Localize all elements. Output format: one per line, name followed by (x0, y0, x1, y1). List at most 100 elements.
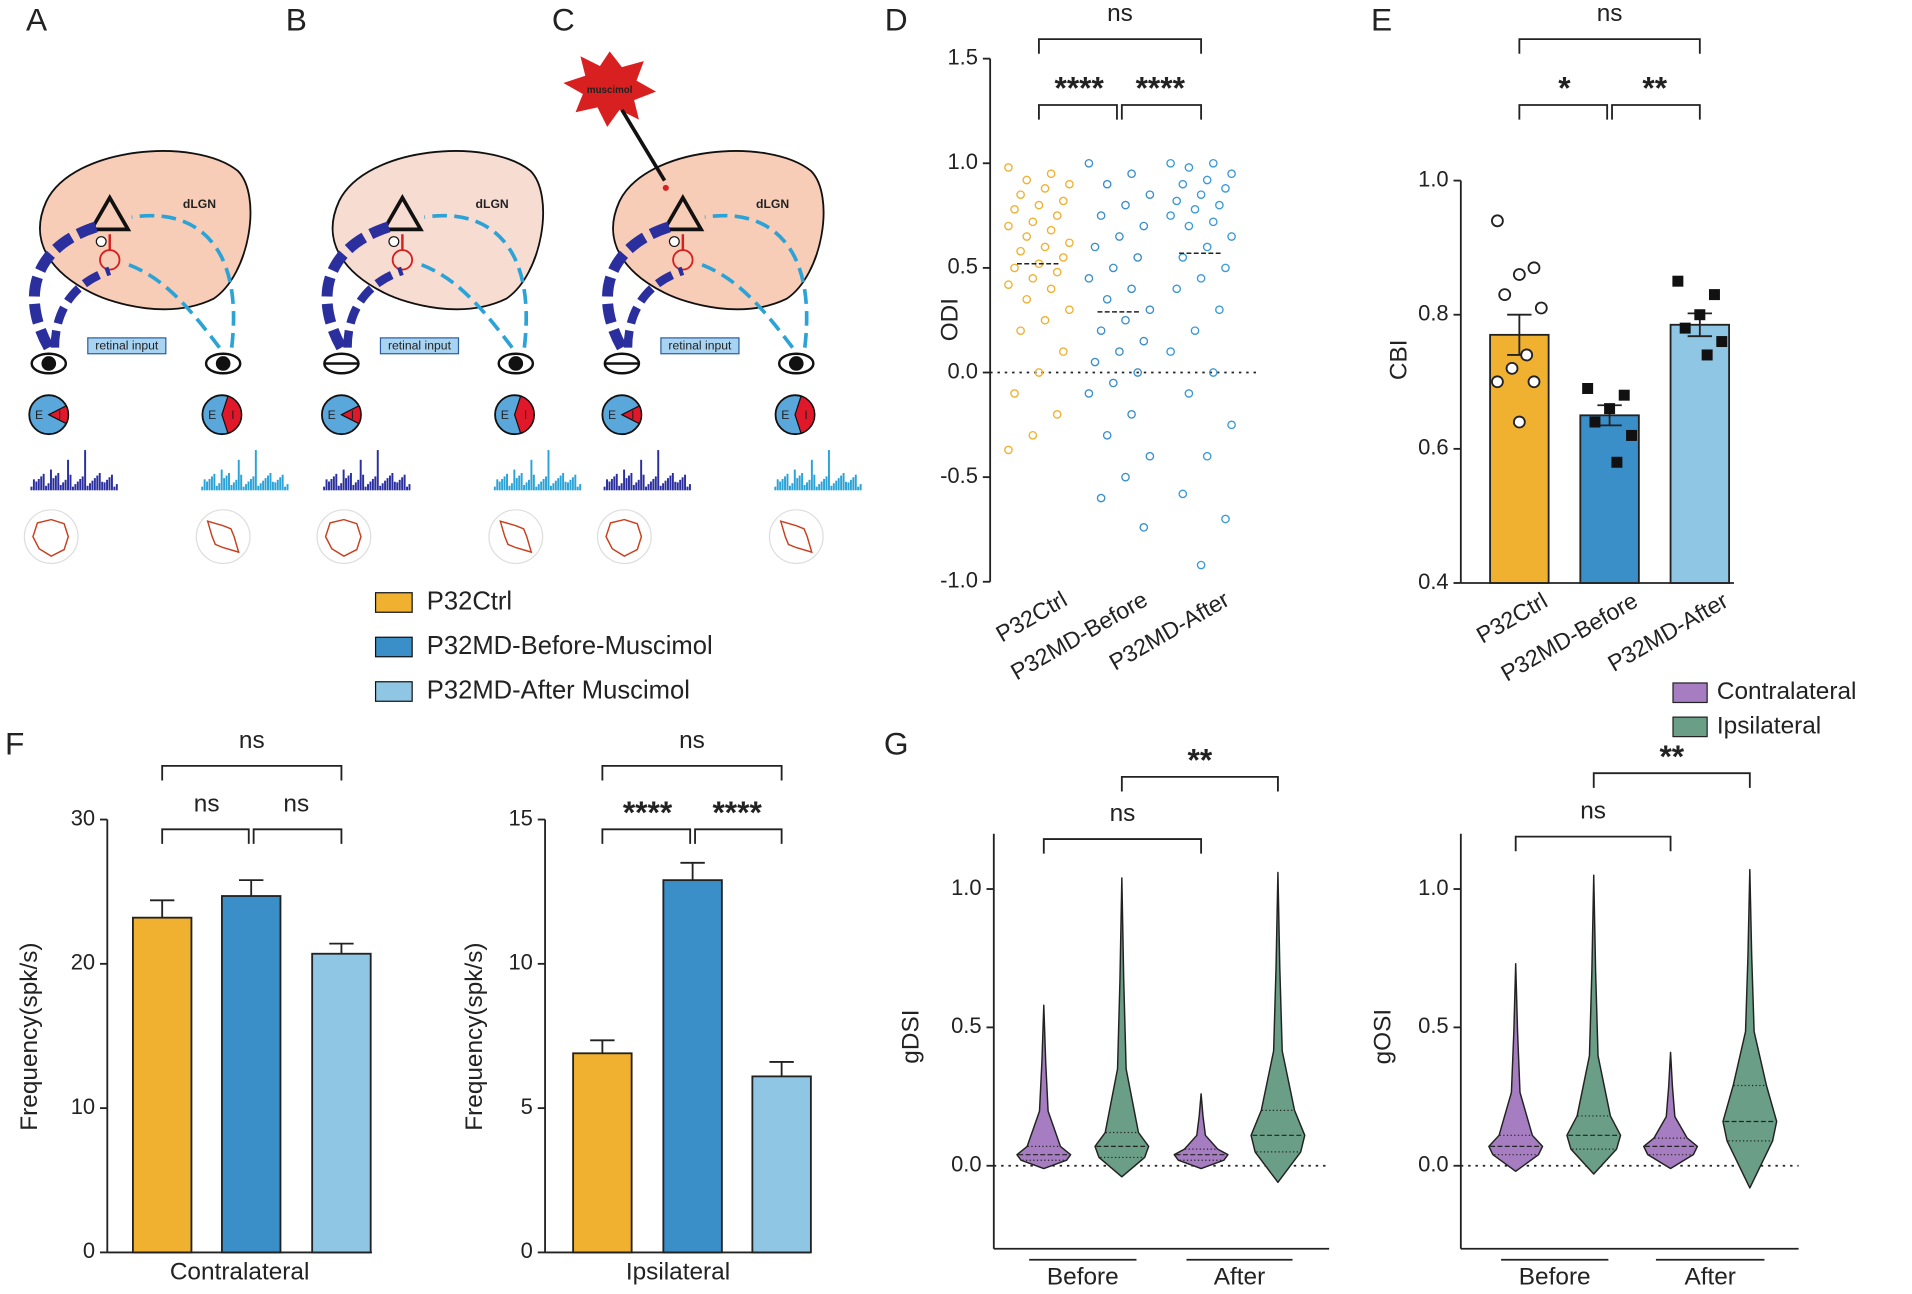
violin (1722, 868, 1778, 1189)
psth-bar (106, 479, 109, 491)
psth-bar (559, 475, 562, 491)
input-label: retinal input (95, 339, 159, 353)
data-point (1196, 274, 1206, 283)
psth-bar (281, 474, 284, 491)
psth-bar (91, 480, 94, 491)
psth-bar (32, 479, 35, 491)
significance-bracket (601, 764, 783, 781)
psth-bar (523, 484, 526, 491)
data-point (1046, 284, 1056, 294)
y-tick-label: 0.0 (1418, 1152, 1449, 1177)
y-tick-label: 5 (521, 1094, 533, 1119)
psth-bar (840, 475, 843, 491)
data-point (1040, 315, 1050, 325)
legend-swatch (374, 636, 413, 658)
panel-letter: E (1371, 1, 1392, 37)
y-tick-label: 0.5 (951, 1013, 982, 1038)
significance-bracket (1518, 104, 1609, 120)
data-point (1227, 420, 1236, 430)
psth-bar (218, 483, 221, 491)
psth-bar (810, 459, 813, 491)
psth-bar (525, 482, 528, 491)
psth-bar (79, 478, 82, 491)
psth-bar (393, 481, 396, 491)
significance-bracket (1611, 104, 1701, 120)
data-point (1139, 221, 1149, 231)
y-tick-label: -1.0 (940, 568, 978, 593)
psth-bar (110, 474, 113, 491)
psth-bar (279, 477, 282, 491)
data-point (1127, 169, 1136, 179)
significance-label: ns (194, 790, 220, 817)
y-tick-label: 1.0 (947, 149, 978, 174)
y-tick-label: 0 (521, 1238, 533, 1263)
ei-slice (620, 405, 642, 425)
data-point (1190, 204, 1200, 214)
psth-bar (510, 483, 513, 491)
data-point (1184, 163, 1194, 172)
psth-bar (632, 484, 635, 491)
drug-star (563, 51, 657, 127)
pupil (215, 356, 231, 371)
psth-bar (779, 481, 782, 491)
ei-slice (513, 395, 535, 435)
psth-bar (203, 479, 206, 491)
psth-bar (854, 474, 857, 491)
data-point (1208, 158, 1218, 168)
psth-bar (386, 478, 389, 491)
pupil (41, 356, 57, 371)
data-point (1127, 284, 1136, 294)
psth-bar (98, 472, 101, 491)
psth-bar (835, 480, 838, 491)
significance-bracket (1592, 772, 1751, 788)
polar-grid (768, 509, 824, 565)
data-point (1139, 336, 1149, 346)
data-point (1498, 288, 1512, 301)
panel-letter: F (5, 726, 24, 762)
data-point (1108, 263, 1118, 273)
dlgn-region (331, 150, 544, 311)
e-label: E (781, 408, 789, 422)
data-point (1040, 242, 1050, 252)
data-point (1052, 211, 1062, 220)
data-point (1604, 403, 1616, 415)
y-tick-label: 0.0 (947, 358, 978, 383)
data-point (1090, 242, 1100, 252)
psth-bar (574, 474, 577, 491)
data-point (1618, 389, 1630, 401)
legend-label: P32MD-After Muscimol (427, 676, 690, 704)
data-point (1208, 368, 1218, 377)
data-point (1096, 326, 1106, 335)
psth-bar (823, 478, 826, 491)
psth-bar (537, 484, 540, 491)
data-point (1178, 179, 1188, 189)
legend-label: P32MD-Before-Muscimol (427, 632, 713, 660)
psth-bar (276, 479, 279, 491)
psth-bar (625, 478, 628, 491)
y-tick-label: 0.5 (1418, 1013, 1449, 1038)
psth-bar (542, 478, 545, 491)
psth-bar (40, 476, 43, 491)
panel-letter: D (885, 1, 908, 37)
pupil (788, 356, 804, 371)
i-label: I (804, 408, 807, 422)
psth-bar (45, 485, 48, 491)
psth-bar (391, 472, 394, 491)
psth-bar (825, 476, 828, 491)
significance-label: ns (679, 727, 705, 754)
psth-bar (71, 486, 74, 491)
panel-letter: B (286, 1, 307, 37)
psth-bar (342, 469, 345, 491)
psth-bar (506, 473, 508, 491)
significance-bracket (1518, 38, 1701, 54)
polar-tuning (499, 520, 533, 554)
psth-bar (837, 478, 840, 491)
psth-bar (47, 483, 50, 491)
y-tick-label: 0.6 (1418, 435, 1449, 460)
data-point (1022, 294, 1032, 304)
data-point (1065, 179, 1074, 189)
psth-bar (784, 476, 787, 491)
psth-bar (776, 479, 779, 491)
error-bar (329, 942, 354, 954)
relay-neuron (88, 193, 132, 232)
